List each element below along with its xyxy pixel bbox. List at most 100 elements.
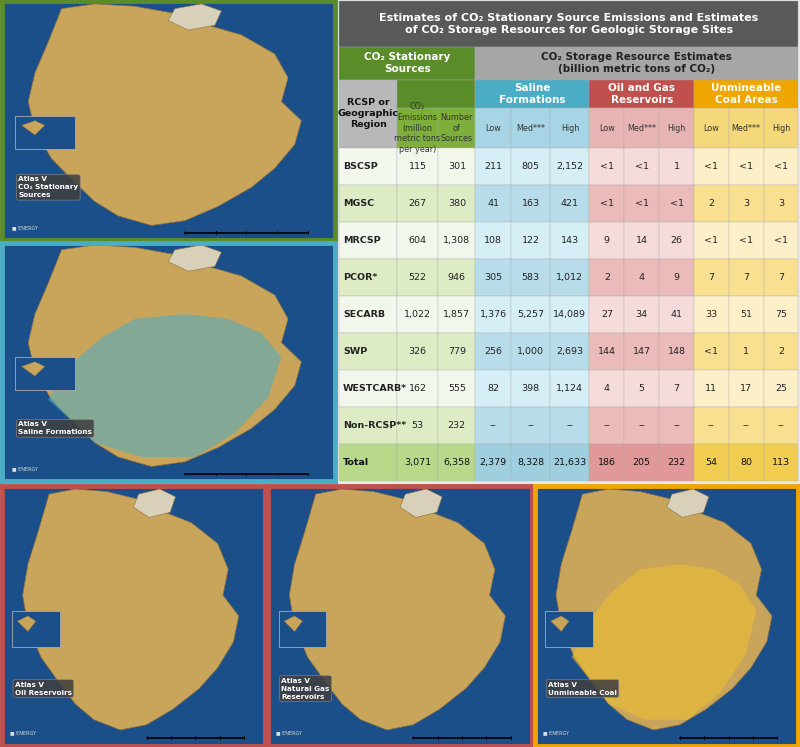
- Text: Atlas V
Oil Reservoirs: Atlas V Oil Reservoirs: [14, 681, 72, 695]
- Text: Estimates of CO₂ Stationary Source Emissions and Estimates
of CO₂ Storage Resour: Estimates of CO₂ Stationary Source Emiss…: [379, 13, 758, 35]
- Text: ■ ENERGY: ■ ENERGY: [10, 730, 35, 735]
- Bar: [475, 222, 511, 258]
- Text: --: --: [638, 421, 645, 430]
- Text: 53: 53: [411, 421, 423, 430]
- Bar: [397, 296, 438, 332]
- Text: Saline
Formations: Saline Formations: [499, 83, 566, 105]
- Bar: [659, 185, 694, 222]
- Polygon shape: [134, 489, 175, 518]
- Text: <1: <1: [634, 161, 649, 171]
- Text: 1,857: 1,857: [443, 310, 470, 319]
- Text: 380: 380: [448, 199, 466, 208]
- Bar: [763, 407, 798, 444]
- Text: Atlas V
Unmineable Coal: Atlas V Unmineable Coal: [548, 681, 617, 695]
- Bar: [339, 258, 397, 296]
- Bar: [694, 258, 729, 296]
- Text: * Totals include Canadian sources identified by the RCSP: * Totals include Canadian sources identi…: [339, 503, 543, 509]
- Text: 2,693: 2,693: [556, 347, 583, 356]
- Bar: [624, 222, 659, 258]
- Polygon shape: [168, 4, 222, 30]
- Bar: [339, 185, 397, 222]
- Text: CO₂
Emissions
(million
metric tons
per year): CO₂ Emissions (million metric tons per y…: [394, 102, 441, 154]
- Text: --: --: [566, 421, 574, 430]
- Bar: [339, 407, 397, 444]
- Text: High: High: [772, 123, 790, 132]
- Text: 5: 5: [638, 384, 645, 393]
- Bar: [438, 332, 475, 370]
- Polygon shape: [666, 489, 709, 518]
- Bar: [511, 332, 550, 370]
- Text: ■ ENERGY: ■ ENERGY: [11, 225, 38, 230]
- Text: --: --: [527, 421, 534, 430]
- Bar: [694, 222, 729, 258]
- Text: 27: 27: [601, 310, 613, 319]
- Text: <1: <1: [739, 236, 753, 245]
- Polygon shape: [28, 245, 302, 467]
- Polygon shape: [22, 362, 45, 376]
- Bar: [694, 148, 729, 185]
- Bar: [475, 332, 511, 370]
- Text: PCOR*: PCOR*: [343, 273, 378, 282]
- Text: Med***: Med***: [627, 123, 656, 132]
- Bar: [550, 108, 590, 148]
- Bar: [624, 332, 659, 370]
- Bar: [659, 296, 694, 332]
- Text: Atlas V
Saline Formations: Atlas V Saline Formations: [18, 421, 92, 436]
- Bar: [511, 444, 550, 481]
- Text: 555: 555: [448, 384, 466, 393]
- Bar: [590, 370, 624, 407]
- Text: 211: 211: [484, 161, 502, 171]
- Text: 51: 51: [740, 310, 752, 319]
- Bar: [590, 80, 694, 108]
- Text: 326: 326: [409, 347, 426, 356]
- Text: 2,379: 2,379: [480, 458, 507, 467]
- Text: CO₂ Stationary
Sources: CO₂ Stationary Sources: [364, 52, 450, 75]
- Bar: [763, 258, 798, 296]
- Text: Unmineable
Coal Areas: Unmineable Coal Areas: [711, 83, 782, 105]
- Text: 144: 144: [598, 347, 616, 356]
- Bar: [763, 222, 798, 258]
- Bar: [339, 1, 798, 47]
- Text: High: High: [667, 123, 686, 132]
- Bar: [659, 332, 694, 370]
- Text: Med***: Med***: [516, 123, 546, 132]
- Bar: [475, 148, 511, 185]
- Text: RCSP or
Geographic
Region: RCSP or Geographic Region: [338, 99, 398, 129]
- Polygon shape: [28, 4, 302, 226]
- Bar: [729, 108, 763, 148]
- Bar: [339, 296, 397, 332]
- Bar: [438, 185, 475, 222]
- Text: <1: <1: [670, 199, 683, 208]
- Bar: [729, 148, 763, 185]
- Bar: [511, 108, 550, 148]
- Bar: [550, 332, 590, 370]
- Text: 34: 34: [636, 310, 648, 319]
- Bar: [550, 296, 590, 332]
- Bar: [729, 185, 763, 222]
- Text: 1,022: 1,022: [404, 310, 431, 319]
- Text: 186: 186: [598, 458, 616, 467]
- Polygon shape: [572, 564, 756, 719]
- Text: 21,633: 21,633: [554, 458, 586, 467]
- Bar: [659, 108, 694, 148]
- Bar: [475, 407, 511, 444]
- Text: 113: 113: [772, 458, 790, 467]
- Text: Total: Total: [343, 458, 370, 467]
- Bar: [438, 296, 475, 332]
- Bar: [397, 80, 475, 108]
- Bar: [511, 258, 550, 296]
- Bar: [438, 108, 475, 148]
- Bar: [590, 407, 624, 444]
- Text: 7: 7: [778, 273, 784, 282]
- Polygon shape: [550, 616, 569, 631]
- FancyBboxPatch shape: [15, 357, 75, 391]
- Bar: [659, 258, 694, 296]
- Text: 8,328: 8,328: [518, 458, 544, 467]
- Bar: [397, 258, 438, 296]
- Bar: [763, 444, 798, 481]
- FancyBboxPatch shape: [546, 611, 593, 647]
- Text: 779: 779: [448, 347, 466, 356]
- Polygon shape: [18, 616, 36, 631]
- Bar: [438, 148, 475, 185]
- Text: 205: 205: [633, 458, 650, 467]
